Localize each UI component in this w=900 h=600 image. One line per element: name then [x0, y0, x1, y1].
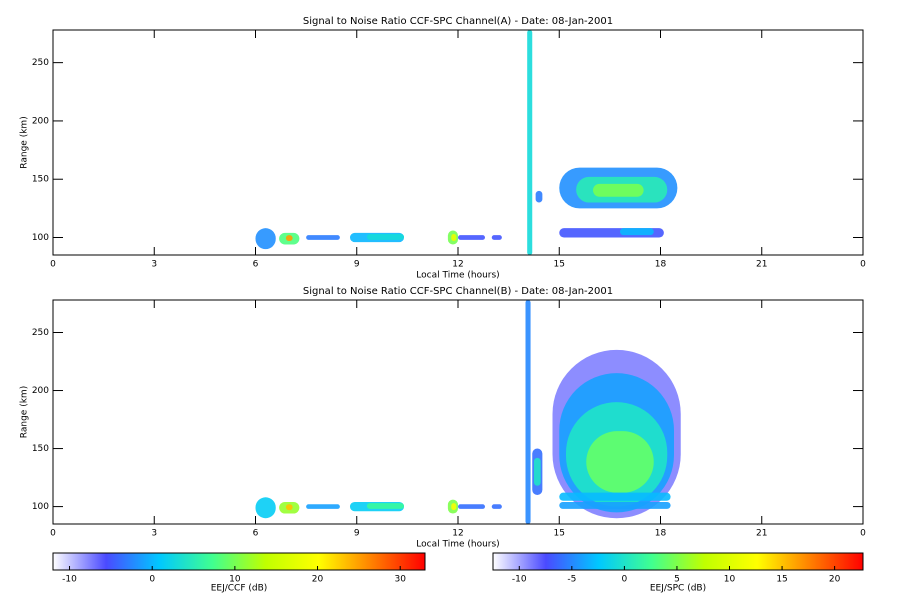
colorbar-tick-label: 10	[229, 575, 241, 585]
panel-title: Signal to Noise Ratio CCF-SPC Channel(B)…	[303, 286, 613, 297]
snr-patch	[306, 235, 340, 240]
y-axis-label: Range (km)	[20, 116, 30, 168]
x-tick-label: 21	[756, 529, 767, 539]
heatmap-cells	[255, 300, 681, 524]
y-tick-label: 150	[32, 444, 49, 454]
snr-patch	[285, 235, 293, 242]
colorbar-tick-label: 10	[724, 575, 736, 585]
snr-patch	[285, 504, 293, 511]
snr-patch	[458, 235, 485, 240]
snr-patch	[586, 431, 654, 493]
x-tick-label: 0	[860, 529, 866, 539]
snr-patch	[559, 501, 671, 509]
x-tick-label: 0	[860, 260, 866, 270]
snr-patch	[559, 492, 671, 501]
x-axis-label: Local Time (hours)	[416, 271, 499, 281]
snr-patch	[525, 300, 531, 524]
y-axis-label: Range (km)	[20, 386, 30, 438]
x-tick-label: 9	[354, 260, 360, 270]
y-tick-label: 250	[32, 328, 49, 338]
plot-frame	[52, 299, 864, 525]
x-tick-label: 0	[50, 260, 56, 270]
x-tick-label: 6	[253, 529, 259, 539]
colorbar	[492, 552, 864, 571]
snr-patch	[451, 234, 457, 242]
x-tick-label: 12	[452, 529, 463, 539]
snr-patch	[491, 504, 502, 509]
y-tick-label: 200	[32, 386, 49, 396]
colorbar-label: EEJ/SPC (dB)	[650, 584, 706, 594]
snr-patch	[255, 228, 276, 250]
x-tick-label: 3	[151, 529, 157, 539]
snr-patch	[593, 183, 644, 197]
colorbar-tick-label: 0	[622, 575, 628, 585]
colorbar-tick-label: 20	[829, 575, 841, 585]
snr-patch	[306, 504, 340, 509]
snr-patch	[533, 457, 541, 486]
colorbar-tick-label: 5	[674, 575, 680, 585]
snr-patch	[535, 190, 543, 203]
y-tick-label: 100	[32, 502, 49, 512]
snr-patch	[366, 234, 404, 240]
x-tick-label: 15	[554, 529, 565, 539]
snr-patch	[527, 30, 533, 255]
x-tick-label: 21	[756, 260, 767, 270]
colorbar-tick-label: 20	[312, 575, 324, 585]
colorbar-tick-label: -10	[62, 575, 77, 585]
y-tick-label: 150	[32, 175, 49, 185]
x-axis-label: Local Time (hours)	[416, 540, 499, 550]
x-tick-label: 9	[354, 529, 360, 539]
y-tick-label: 250	[32, 58, 49, 68]
heatmap-cells	[255, 30, 678, 255]
x-tick-label: 6	[253, 260, 259, 270]
y-tick-label: 200	[32, 116, 49, 126]
snr-patch	[491, 235, 502, 240]
snr-patch	[366, 503, 404, 509]
x-tick-label: 15	[554, 260, 565, 270]
x-tick-label: 3	[151, 260, 157, 270]
x-tick-label: 18	[655, 260, 667, 270]
panel-title: Signal to Noise Ratio CCF-SPC Channel(A)…	[303, 16, 613, 27]
snr-patch	[458, 504, 485, 509]
colorbar-tick-label: -10	[512, 575, 527, 585]
plot-frame	[52, 29, 864, 256]
x-tick-label: 18	[655, 529, 667, 539]
snr-patch	[451, 503, 457, 511]
colorbar-tick-label: -5	[567, 575, 576, 585]
snr-patch	[255, 497, 276, 519]
colorbar	[52, 552, 426, 571]
x-tick-label: 0	[50, 529, 56, 539]
colorbar-tick-label: 0	[149, 575, 155, 585]
y-tick-label: 100	[32, 233, 49, 243]
colorbar-tick-label: 15	[776, 575, 787, 585]
colorbar-label: EEJ/CCF (dB)	[211, 584, 268, 594]
colorbar-tick-label: 30	[394, 575, 406, 585]
x-tick-label: 12	[452, 260, 463, 270]
snr-patch	[620, 228, 654, 236]
